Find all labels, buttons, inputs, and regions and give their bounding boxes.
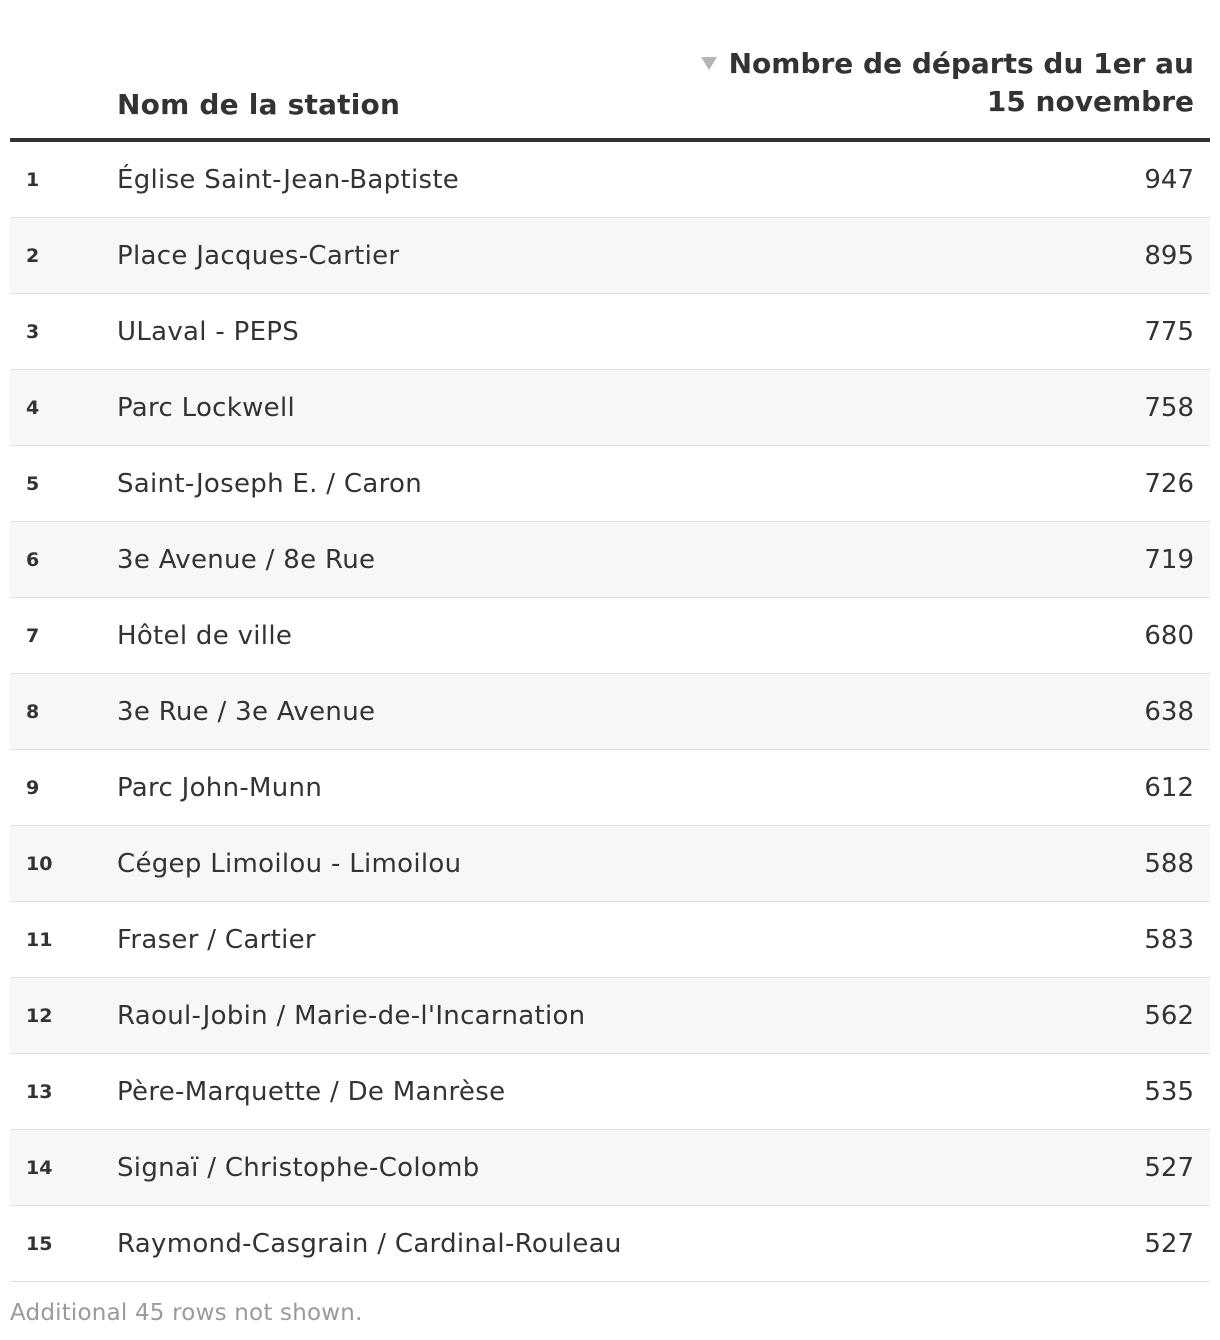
- table-row: 15 Raymond-Casgrain / Cardinal-Rouleau 527: [10, 1206, 1210, 1282]
- table-row: 6 3e Avenue / 8e Rue 719: [10, 522, 1210, 598]
- table-row: 1 Église Saint-Jean-Baptiste 947: [10, 142, 1210, 218]
- row-rank: 10: [26, 853, 53, 875]
- departures-value: 527: [1144, 1229, 1194, 1259]
- departures-value: 638: [1144, 697, 1194, 727]
- row-rank: 12: [26, 1005, 53, 1027]
- station-name: Parc Lockwell: [117, 393, 296, 423]
- departures-value: 612: [1144, 773, 1194, 803]
- row-rank: 7: [26, 625, 40, 647]
- table-row: 2 Place Jacques-Cartier 895: [10, 218, 1210, 294]
- table-row: 12 Raoul-Jobin / Marie-de-l'Incarnation 56…: [10, 978, 1210, 1054]
- row-rank: 3: [26, 321, 40, 343]
- row-rank: 11: [26, 929, 53, 951]
- row-rank: 1: [26, 169, 40, 191]
- station-name: Raoul-Jobin / Marie-de-l'Incarnation: [117, 1001, 586, 1031]
- row-rank: 9: [26, 777, 40, 799]
- departures-value: 680: [1144, 621, 1194, 651]
- station-name: Place Jacques-Cartier: [117, 241, 400, 271]
- station-name: Parc John-Munn: [117, 773, 323, 803]
- departures-value: 583: [1144, 925, 1194, 955]
- table-row: 10 Cégep Limoilou - Limoilou 588: [10, 826, 1210, 902]
- row-rank: 14: [26, 1157, 53, 1179]
- row-rank: 5: [26, 473, 40, 495]
- row-rank: 2: [26, 245, 40, 267]
- data-table: Nom de la station Nombre de départs du 1…: [10, 0, 1210, 1282]
- station-name: Signaï / Christophe-Colomb: [117, 1153, 480, 1183]
- departures-value: 588: [1144, 849, 1194, 879]
- table-body: 1 Église Saint-Jean-Baptiste 947 2 Place Jac…: [10, 142, 1210, 1282]
- station-name: 3e Avenue / 8e Rue: [117, 545, 376, 575]
- station-name: Père-Marquette / De Manrèse: [117, 1077, 506, 1107]
- station-name: Église Saint-Jean-Baptiste: [117, 165, 460, 195]
- departures-value: 775: [1144, 317, 1194, 347]
- departures-value: 726: [1144, 469, 1194, 499]
- row-rank: 15: [26, 1233, 53, 1255]
- departures-value: 947: [1144, 165, 1194, 195]
- station-name: Saint-Joseph E. / Caron: [117, 469, 422, 499]
- table-row: 13 Père-Marquette / De Manrèse 535: [10, 1054, 1210, 1130]
- station-name: 3e Rue / 3e Avenue: [117, 697, 376, 727]
- station-name: ULaval - PEPS: [117, 317, 300, 347]
- sort-descending-icon[interactable]: [700, 57, 717, 70]
- station-name: Fraser / Cartier: [117, 925, 316, 955]
- departures-value: 758: [1144, 393, 1194, 423]
- departures-value: 562: [1144, 1001, 1194, 1031]
- column-header-station-name[interactable]: Nom de la station: [117, 88, 401, 121]
- station-name: Raymond-Casgrain / Cardinal-Rouleau: [117, 1229, 622, 1259]
- table-row: 7 Hôtel de ville 680: [10, 598, 1210, 674]
- table-row: 4 Parc Lockwell 758: [10, 370, 1210, 446]
- column-header-departures[interactable]: Nombre de départs du 1er au 15 novembre: [674, 45, 1194, 121]
- row-rank: 6: [26, 549, 40, 571]
- footnote: Additional 45 rows not shown.: [10, 1300, 363, 1326]
- table-row: 3 ULaval - PEPS 775: [10, 294, 1210, 370]
- table-row: 11 Fraser / Cartier 583: [10, 902, 1210, 978]
- column-header-departures-label: Nombre de départs du 1er au 15 novembre: [728, 47, 1194, 118]
- departures-value: 527: [1144, 1153, 1194, 1183]
- departures-value: 719: [1144, 545, 1194, 575]
- station-name: Hôtel de ville: [117, 621, 293, 651]
- row-rank: 4: [26, 397, 40, 419]
- departures-value: 535: [1144, 1077, 1194, 1107]
- table-row: 8 3e Rue / 3e Avenue 638: [10, 674, 1210, 750]
- row-rank: 13: [26, 1081, 53, 1103]
- departures-value: 895: [1144, 241, 1194, 271]
- station-name: Cégep Limoilou - Limoilou: [117, 849, 462, 879]
- row-rank: 8: [26, 701, 40, 723]
- table-row: 5 Saint-Joseph E. / Caron 726: [10, 446, 1210, 522]
- table-row: 14 Signaï / Christophe-Colomb 527: [10, 1130, 1210, 1206]
- table-header: Nom de la station Nombre de départs du 1…: [10, 0, 1210, 142]
- table-row: 9 Parc John-Munn 612: [10, 750, 1210, 826]
